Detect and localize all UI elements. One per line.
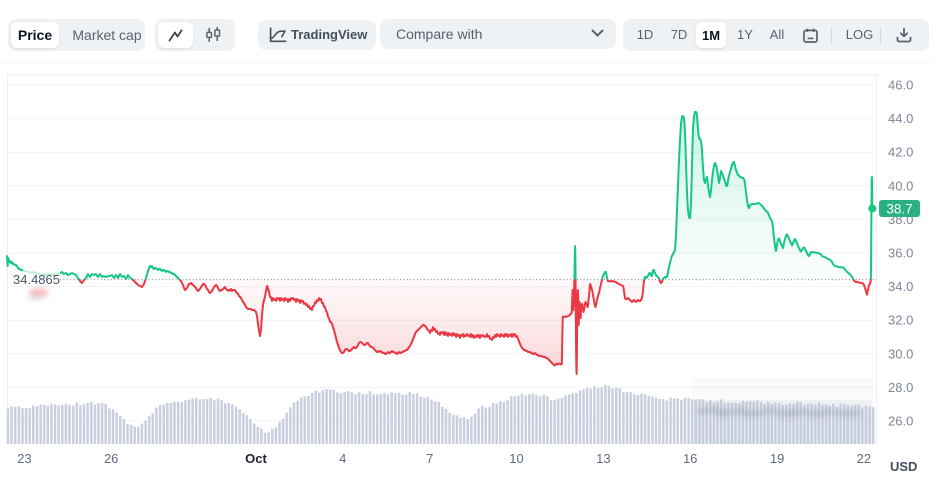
svg-text:4: 4	[339, 451, 346, 466]
svg-text:22: 22	[857, 451, 871, 466]
svg-text:10: 10	[509, 451, 523, 466]
svg-text:26.0: 26.0	[888, 414, 913, 429]
svg-text:23: 23	[17, 451, 31, 466]
svg-text:USD: USD	[890, 459, 917, 474]
svg-text:36.0: 36.0	[888, 246, 913, 261]
svg-text:19: 19	[770, 451, 784, 466]
svg-text:28.0: 28.0	[888, 380, 913, 395]
svg-text:26: 26	[104, 451, 118, 466]
svg-text:34.4865: 34.4865	[13, 272, 60, 287]
svg-text:44.0: 44.0	[888, 111, 913, 126]
svg-text:46.0: 46.0	[888, 78, 913, 93]
svg-text:40.0: 40.0	[888, 178, 913, 193]
svg-text:30.0: 30.0	[888, 346, 913, 361]
svg-text:32.0: 32.0	[888, 313, 913, 328]
svg-text:13: 13	[596, 451, 610, 466]
svg-text:38.7: 38.7	[886, 202, 912, 217]
svg-text:7: 7	[426, 451, 433, 466]
svg-text:16: 16	[683, 451, 697, 466]
svg-text:Oct: Oct	[245, 451, 267, 466]
svg-text:42.0: 42.0	[888, 145, 913, 160]
svg-text:34.0: 34.0	[888, 279, 913, 294]
